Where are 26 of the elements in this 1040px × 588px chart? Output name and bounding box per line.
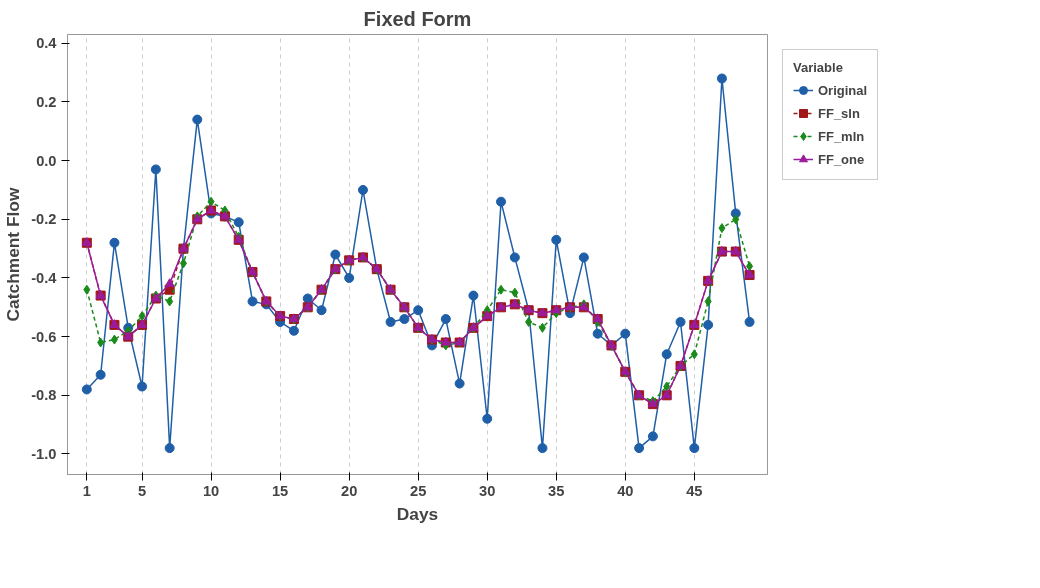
- y-tick-label: -0.4: [31, 269, 58, 286]
- x-tick-label: 1: [82, 482, 91, 499]
- legend-label: FF_sln: [818, 105, 860, 121]
- legend-label: Original: [818, 82, 868, 98]
- legend-label: FF_one: [818, 151, 865, 167]
- y-tick-label: 0.2: [36, 93, 57, 110]
- x-tick-label: 25: [410, 482, 427, 499]
- y-axis-title: Catchment Flow: [3, 187, 24, 322]
- x-tick-label: 35: [548, 482, 565, 499]
- x-axis-title: Days: [396, 503, 439, 524]
- y-tick-label: 0.4: [36, 35, 58, 52]
- x-tick-label: 5: [137, 482, 147, 499]
- y-tick-label: -1.0: [31, 445, 57, 462]
- x-tick-label: 40: [617, 482, 634, 499]
- x-tick-label: 45: [686, 482, 703, 499]
- chart-title: Fixed Form: [363, 7, 472, 30]
- x-tick-label: 30: [479, 482, 496, 499]
- y-tick-label: 0.0: [36, 152, 57, 169]
- legend-title: Variable: [793, 60, 844, 75]
- x-tick-label: 15: [271, 482, 289, 499]
- y-tick-label: -0.2: [31, 211, 57, 228]
- y-tick-label: -0.8: [31, 387, 57, 404]
- x-tick-label: 20: [341, 482, 358, 499]
- y-tick-label: -0.6: [31, 328, 57, 345]
- legend-label: FF_mln: [818, 128, 865, 144]
- x-tick-label: 10: [202, 482, 220, 499]
